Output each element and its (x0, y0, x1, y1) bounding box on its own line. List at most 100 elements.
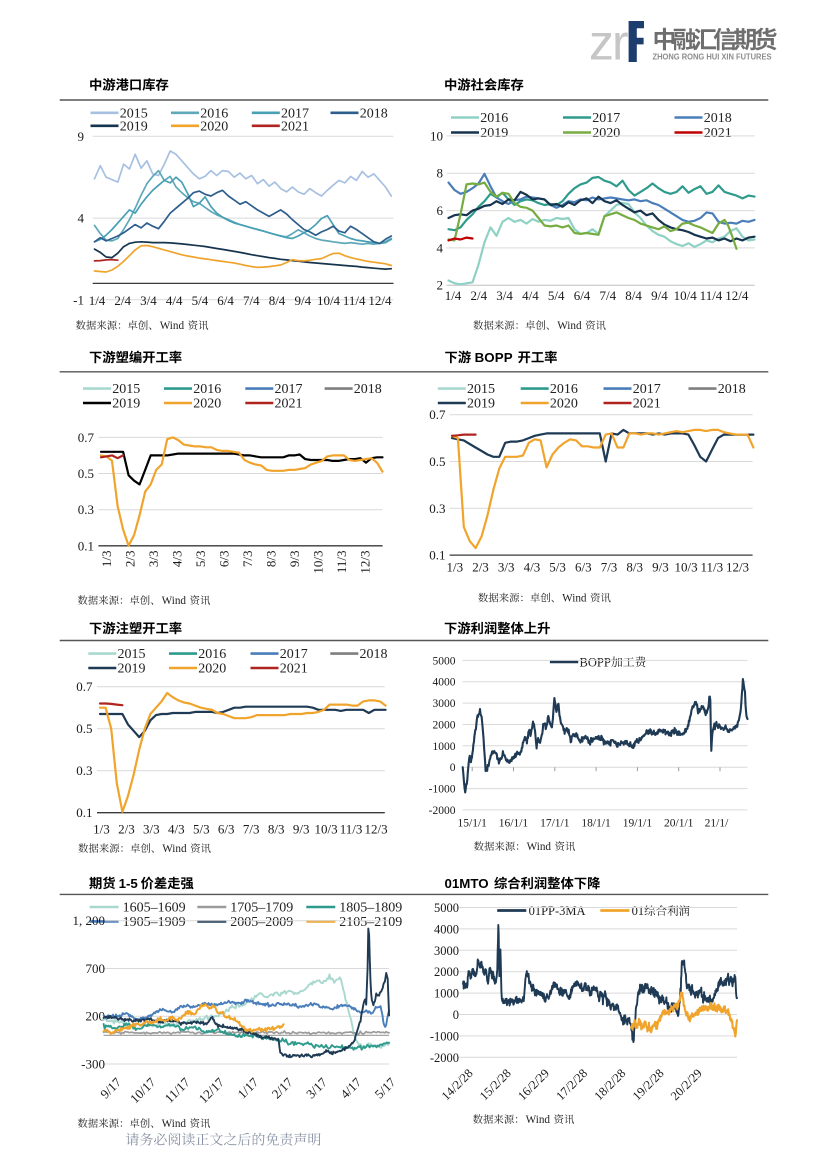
svg-text:Wind: Wind (562, 593, 587, 605)
svg-text:11/4: 11/4 (343, 293, 366, 308)
svg-text:11/3: 11/3 (334, 551, 349, 574)
svg-text:12/3: 12/3 (365, 822, 388, 837)
svg-text:0: 0 (453, 1008, 459, 1022)
svg-text:8: 8 (437, 166, 444, 181)
svg-text:2021: 2021 (275, 397, 303, 412)
svg-text:2018: 2018 (360, 106, 388, 121)
svg-text:1/3: 1/3 (446, 560, 463, 575)
svg-text:5000: 5000 (433, 655, 456, 667)
svg-text:2020: 2020 (550, 397, 578, 412)
svg-text:2015: 2015 (112, 382, 140, 397)
svg-text:6/4: 6/4 (574, 288, 591, 303)
svg-text:200: 200 (86, 1009, 106, 1024)
svg-text:2015: 2015 (120, 106, 148, 121)
svg-text:6: 6 (437, 203, 444, 218)
svg-text:Wind: Wind (162, 595, 187, 607)
svg-text:2016: 2016 (198, 647, 226, 662)
svg-text:9/17: 9/17 (97, 1074, 124, 1101)
svg-text:0.5: 0.5 (78, 466, 94, 481)
svg-text:4/4: 4/4 (522, 288, 539, 303)
svg-text:0.5: 0.5 (76, 721, 92, 736)
svg-text:2: 2 (437, 278, 444, 293)
svg-text:2005–2009: 2005–2009 (230, 915, 293, 930)
svg-text:0.7: 0.7 (76, 679, 93, 694)
svg-text:4/4: 4/4 (166, 293, 183, 308)
svg-text:16/1/1: 16/1/1 (499, 818, 529, 830)
svg-text:3/4: 3/4 (496, 288, 513, 303)
svg-text:12/3: 12/3 (726, 560, 749, 575)
svg-text:12/17: 12/17 (195, 1074, 227, 1106)
svg-text:Wind: Wind (557, 320, 582, 332)
svg-text:Wind: Wind (160, 320, 185, 332)
svg-text:5/17: 5/17 (372, 1074, 399, 1101)
svg-text:0: 0 (450, 762, 456, 774)
svg-text:2019: 2019 (480, 126, 508, 141)
svg-text:0.3: 0.3 (76, 763, 92, 778)
svg-text:Wind: Wind (526, 1114, 551, 1126)
svg-text:16/2/29: 16/2/29 (515, 1066, 552, 1103)
svg-text:2/4: 2/4 (114, 293, 131, 308)
svg-text:7/3: 7/3 (601, 560, 618, 575)
svg-text:5000: 5000 (434, 901, 459, 915)
svg-text:4/3: 4/3 (170, 551, 185, 568)
svg-text:ZHONG RONG HUI XIN FUTURES: ZHONG RONG HUI XIN FUTURES (653, 52, 772, 61)
svg-text:12/4: 12/4 (725, 288, 749, 303)
svg-text:2021: 2021 (633, 397, 661, 412)
svg-text:4/17: 4/17 (337, 1074, 364, 1101)
svg-text:20/1/1: 20/1/1 (664, 818, 694, 830)
svg-text:1/17: 1/17 (234, 1074, 261, 1101)
svg-text:5/4: 5/4 (192, 293, 209, 308)
svg-text:01: 01 (632, 904, 645, 918)
svg-text:5/3: 5/3 (193, 551, 208, 568)
svg-text:3000: 3000 (433, 698, 456, 710)
svg-text:2016: 2016 (200, 106, 228, 121)
svg-text:01PP-3MA: 01PP-3MA (529, 904, 586, 918)
svg-text:3/4: 3/4 (140, 293, 157, 308)
svg-text:2016: 2016 (480, 111, 508, 126)
svg-text:4/3: 4/3 (524, 560, 541, 575)
svg-text:-1000: -1000 (429, 784, 456, 796)
svg-text:3/3: 3/3 (143, 822, 160, 837)
svg-text:8/4: 8/4 (625, 288, 642, 303)
svg-text:-2000: -2000 (430, 1051, 459, 1065)
svg-text:6/4: 6/4 (217, 293, 234, 308)
svg-text:2019: 2019 (120, 119, 148, 134)
svg-text:BOPP: BOPP (475, 350, 513, 365)
svg-text:0.5: 0.5 (429, 454, 445, 469)
svg-text:2/3: 2/3 (472, 560, 489, 575)
svg-text:2/17: 2/17 (269, 1074, 296, 1101)
svg-text:8/3: 8/3 (264, 551, 279, 568)
svg-text:7/3: 7/3 (240, 551, 255, 568)
svg-text:2018: 2018 (718, 382, 746, 397)
svg-text:-1000: -1000 (430, 1029, 459, 1043)
svg-text:11/3: 11/3 (700, 560, 723, 575)
svg-text:18/2/28: 18/2/28 (592, 1066, 629, 1103)
svg-text:2018: 2018 (354, 382, 382, 397)
svg-text:2017: 2017 (281, 106, 309, 121)
svg-text:14/2/28: 14/2/28 (439, 1066, 476, 1103)
svg-text:15/2/28: 15/2/28 (477, 1066, 514, 1103)
svg-text:2020: 2020 (198, 662, 226, 677)
svg-text:12/3: 12/3 (358, 551, 373, 574)
svg-text:-1: -1 (73, 292, 84, 307)
svg-text:8/4: 8/4 (269, 293, 286, 308)
svg-text:2019: 2019 (467, 397, 495, 412)
svg-text:2018: 2018 (704, 111, 732, 126)
svg-text:2000: 2000 (433, 720, 456, 732)
svg-text:2021: 2021 (280, 662, 308, 677)
svg-text:2015: 2015 (118, 647, 146, 662)
svg-text:700: 700 (86, 961, 106, 976)
svg-text:11/3: 11/3 (340, 822, 363, 837)
svg-text:2016: 2016 (193, 382, 221, 397)
svg-text:4: 4 (437, 240, 444, 255)
svg-text:Wind: Wind (162, 843, 187, 855)
svg-text:1-5: 1-5 (119, 876, 139, 891)
svg-text:2020: 2020 (592, 126, 620, 141)
svg-text:17/1/1: 17/1/1 (540, 818, 570, 830)
svg-text:1/3: 1/3 (93, 822, 110, 837)
svg-text:-300: -300 (81, 1057, 105, 1072)
svg-text:2018: 2018 (360, 647, 388, 662)
svg-text:8/3: 8/3 (268, 822, 285, 837)
svg-text:19/2/28: 19/2/28 (630, 1066, 667, 1103)
svg-text:-2000: -2000 (429, 805, 456, 817)
